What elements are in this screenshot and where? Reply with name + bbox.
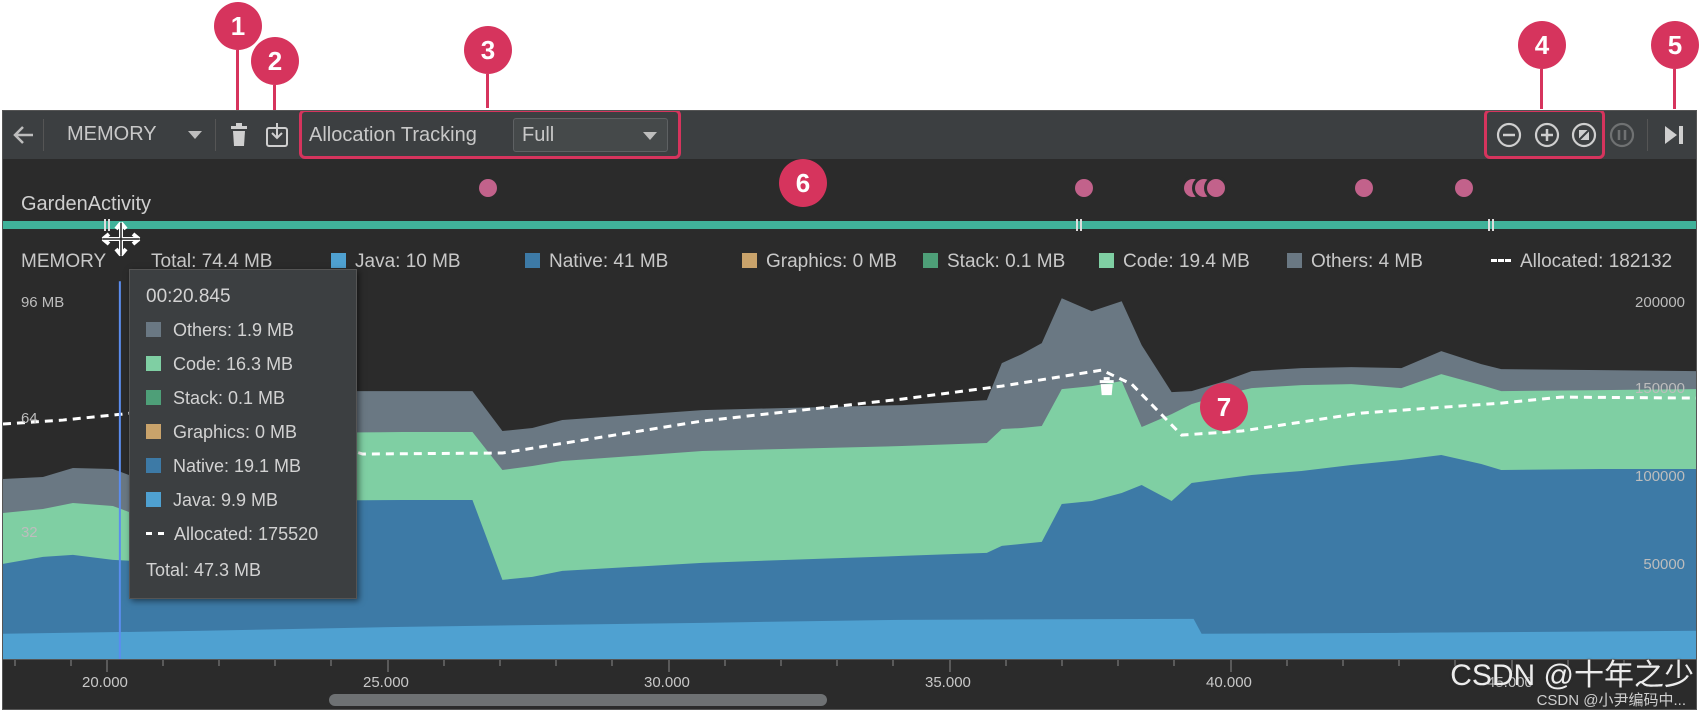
- allocation-tracking-label: Allocation Tracking: [309, 124, 477, 146]
- time-tick-label: 30.000: [644, 674, 690, 691]
- legend-code: Code: 19.4 MB: [1099, 251, 1250, 273]
- legend-total: Total: 74.4 MB: [151, 251, 273, 272]
- activity-bar[interactable]: [3, 221, 1696, 229]
- event-dot[interactable]: [1207, 179, 1225, 197]
- callout-7: 7: [1200, 383, 1248, 431]
- zoom-controls-highlight: [1484, 111, 1605, 159]
- tooltip-stack: Stack: 0.1 MB: [146, 388, 285, 409]
- tooltip-code: Code: 16.3 MB: [146, 354, 293, 375]
- watermark-small: CSDN @小尹编码中...: [1536, 692, 1686, 709]
- legend-graphics: Graphics: 0 MB: [742, 251, 897, 273]
- profiler-select-label: MEMORY: [67, 123, 157, 145]
- right-axis-tick: 100000: [1635, 468, 1685, 485]
- time-tick-label: 25.000: [363, 674, 409, 691]
- callout-3: 3: [464, 26, 512, 74]
- event-dot[interactable]: [1075, 179, 1093, 197]
- callout-6: 6: [779, 159, 827, 207]
- legend-allocated: Allocated: 182132: [1491, 251, 1672, 273]
- area-java: [3, 618, 1696, 661]
- legend-graphics-swatch: [742, 253, 757, 268]
- callout-4-line: [1540, 69, 1543, 109]
- callout-2-line: [273, 85, 276, 112]
- heap-dump-icon[interactable]: [265, 122, 289, 148]
- area-native: [3, 455, 1696, 661]
- activity-name: GardenActivity: [21, 193, 152, 215]
- event-dot[interactable]: [479, 179, 497, 197]
- horizontal-scrollbar[interactable]: [329, 694, 827, 706]
- chevron-down-icon[interactable]: [187, 129, 203, 141]
- attach-icon[interactable]: [1609, 122, 1635, 148]
- legend-code-swatch: [1099, 253, 1114, 268]
- callout-5: 5: [1651, 21, 1699, 69]
- tooltip-code-swatch: [146, 356, 161, 371]
- legend-others-swatch: [1287, 253, 1302, 268]
- legend-stack-swatch: [923, 253, 938, 268]
- dashed-line-icon: [1491, 259, 1511, 262]
- go-live-icon[interactable]: [1663, 124, 1685, 146]
- time-tick-label: 20.000: [82, 674, 128, 691]
- left-axis-tick: 64: [21, 410, 38, 427]
- tooltip-time: 00:20.845: [146, 286, 231, 307]
- allocation-tracking-dropdown[interactable]: Full: [513, 118, 668, 152]
- tooltip-native-swatch: [146, 458, 161, 473]
- right-axis-tick: 150000: [1635, 380, 1685, 397]
- allocation-tracking-value: Full: [522, 124, 555, 146]
- memory-legend: MEMORY Total: 74.4 MB Java: 10 MB Native…: [3, 241, 1696, 281]
- tooltip-others: Others: 1.9 MB: [146, 320, 294, 341]
- toolbar: MEMORY Allocation Tracking Full: [3, 111, 1696, 160]
- tooltip-native: Native: 19.1 MB: [146, 456, 301, 477]
- legend-native-swatch: [525, 253, 540, 268]
- tooltip-graphics-swatch: [146, 424, 161, 439]
- time-axis-ticks: [14, 660, 1625, 672]
- dashed-line-icon: [146, 532, 164, 535]
- tooltip-allocated: Allocated: 175520: [146, 524, 318, 545]
- event-dot[interactable]: [1355, 179, 1373, 197]
- left-axis-tick: 96 MB: [21, 294, 64, 311]
- tooltip-total: Total: 47.3 MB: [146, 560, 262, 580]
- callout-1: 1: [214, 2, 262, 50]
- legend-java: Java: 10 MB: [331, 251, 461, 273]
- legend-native: Native: 41 MB: [525, 251, 668, 273]
- memory-tooltip: 00:20.845 Others: 1.9 MB Code: 16.3 MB S…: [129, 269, 357, 599]
- allocation-tracking-highlight: [299, 111, 681, 159]
- tooltip-stack-swatch: [146, 390, 161, 405]
- watermark: CSDN @十年之少: [1450, 659, 1694, 692]
- legend-stack: Stack: 0.1 MB: [923, 251, 1065, 273]
- right-axis-tick: 50000: [1643, 556, 1685, 573]
- trash-icon[interactable]: [1099, 377, 1114, 396]
- legend-java-swatch: [331, 253, 346, 268]
- tooltip-java-swatch: [146, 492, 161, 507]
- callout-2: 2: [251, 37, 299, 85]
- activity-marker: [1076, 219, 1082, 231]
- memory-profiler-panel: MEMORY Allocation Tracking Full: [2, 110, 1697, 710]
- legend-title: MEMORY: [21, 251, 107, 272]
- memory-chart[interactable]: 96 MB 64 32 200000 150000 100000 50000: [3, 281, 1696, 661]
- right-axis-tick: 200000: [1635, 294, 1685, 311]
- callout-4: 4: [1518, 21, 1566, 69]
- chevron-down-icon: [643, 132, 657, 140]
- time-tick-label: 45.000: [1487, 674, 1533, 691]
- tooltip-others-swatch: [146, 322, 161, 337]
- tooltip-graphics: Graphics: 0 MB: [146, 422, 297, 443]
- tooltip-java: Java: 9.9 MB: [146, 490, 278, 511]
- activity-marker: [1488, 219, 1494, 231]
- callout-3-line: [486, 74, 489, 108]
- callout-5-line: [1673, 69, 1676, 109]
- left-axis-tick: 32: [21, 524, 38, 541]
- time-tick-label: 35.000: [925, 674, 971, 691]
- legend-others: Others: 4 MB: [1287, 251, 1423, 273]
- trash-icon[interactable]: [229, 123, 249, 147]
- reset-zoom-icon[interactable]: [1571, 122, 1597, 148]
- profiler-select[interactable]: MEMORY: [67, 123, 157, 146]
- zoom-out-icon[interactable]: [1496, 122, 1522, 148]
- zoom-in-icon[interactable]: [1534, 122, 1560, 148]
- time-tick-label: 40.000: [1206, 674, 1252, 691]
- event-dot[interactable]: [1455, 179, 1473, 197]
- move-cursor-icon: [101, 221, 141, 257]
- back-arrow-icon[interactable]: [11, 123, 37, 147]
- activity-marker: [104, 219, 110, 231]
- time-axis: 20.000 25.000 30.000 35.000 40.000 45.00…: [3, 659, 1696, 709]
- callout-1-line: [236, 50, 239, 112]
